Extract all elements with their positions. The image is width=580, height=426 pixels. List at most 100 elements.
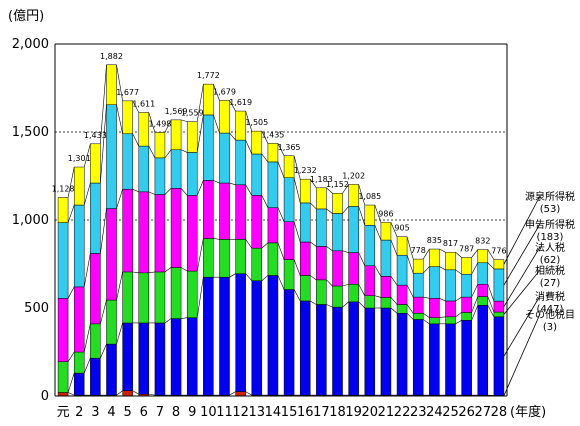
bar-segment: [73, 286, 85, 353]
connector-line: [390, 276, 398, 286]
connector-line: [293, 177, 301, 203]
bar-segment: [445, 316, 456, 325]
bar-segment: [412, 272, 424, 298]
y-tick-label: 500: [24, 301, 49, 316]
legend-leader-line: [503, 246, 541, 307]
bar-segment: [57, 222, 69, 299]
connector-line: [229, 100, 236, 112]
connector-line: [67, 204, 75, 223]
bar-segment: [332, 213, 343, 252]
bar-segment: [316, 187, 327, 210]
legend-leader-line: [503, 313, 541, 396]
connector-line: [471, 305, 479, 321]
x-tick-label: 15: [281, 405, 298, 420]
connector-line: [213, 238, 220, 240]
bar-segment: [138, 145, 150, 193]
bar-segment: [154, 271, 166, 324]
bar-segment: [396, 236, 408, 256]
connector-line: [390, 307, 398, 314]
connector-line: [342, 184, 349, 194]
connector-line: [100, 300, 107, 324]
legend-series-name: その他税目: [525, 308, 575, 321]
connector-line: [390, 297, 398, 305]
y-tick-label: 0: [41, 389, 49, 404]
x-tick-label: 26: [458, 405, 475, 420]
bar-segment: [493, 316, 505, 396]
bar-segment: [219, 182, 230, 240]
bar-segment: [429, 323, 440, 396]
bar-segment: [396, 254, 408, 286]
bar-segment: [186, 270, 198, 318]
connector-line: [342, 283, 349, 287]
x-tick-label: 18: [329, 405, 346, 420]
connector-line: [83, 143, 91, 168]
bar-segment: [90, 182, 101, 254]
connector-line: [196, 238, 204, 272]
bar-segment: [90, 143, 101, 184]
connector-line: [455, 296, 462, 302]
connector-line: [406, 284, 414, 298]
bar-segment: [186, 195, 198, 272]
bar-segment: [90, 357, 101, 396]
connector-line: [358, 284, 366, 296]
connector-line: [116, 104, 123, 134]
total-data-label: 817: [443, 239, 458, 248]
connector-line: [180, 149, 188, 153]
connector-line: [487, 305, 495, 317]
total-data-label: 1,677: [116, 88, 139, 97]
connector-line: [487, 262, 495, 270]
connector-line: [374, 295, 382, 298]
legend-leader-line: [503, 295, 541, 357]
connector-line: [229, 391, 236, 396]
connector-line: [148, 393, 155, 396]
bar-segment: [283, 289, 295, 396]
total-data-label: 1,505: [245, 118, 268, 127]
connector-line: [342, 206, 349, 214]
connector-line: [374, 204, 382, 223]
bar-segment: [493, 300, 505, 313]
total-data-label: 1,882: [100, 52, 123, 61]
bar-segment: [122, 133, 133, 190]
bar-segment: [493, 259, 505, 270]
bar-segment: [138, 322, 150, 395]
bar-segment: [477, 283, 489, 297]
x-tick-label: 元: [57, 405, 70, 420]
connector-line: [277, 207, 285, 222]
bar-segment: [251, 153, 263, 196]
connector-line: [423, 313, 430, 318]
legend-series-name: 法人税: [535, 241, 565, 254]
connector-line: [277, 143, 285, 156]
total-data-label: 832: [475, 237, 490, 246]
total-data-label: 1,772: [197, 71, 220, 80]
bar-segment: [380, 276, 392, 298]
bar-segment: [122, 390, 133, 397]
grid-lines: [55, 131, 507, 221]
bar-segment: [106, 64, 117, 105]
total-data-label: 1,301: [68, 154, 91, 163]
legend-series-value: (27): [540, 278, 561, 289]
bar-segment: [122, 100, 133, 135]
bar-segment: [348, 283, 359, 303]
connector-line: [245, 184, 253, 196]
connector-line: [390, 239, 398, 256]
connector-line: [423, 296, 430, 299]
connector-line: [326, 187, 333, 194]
bar-segment: [73, 372, 85, 396]
bar-segment: [461, 296, 472, 313]
bar-segment: [299, 202, 311, 243]
bar-segment: [73, 166, 85, 206]
connector-line: [406, 255, 414, 274]
bar-segment: [90, 323, 101, 359]
connector-line: [83, 253, 91, 287]
bar-segment: [267, 275, 279, 396]
connector-line: [423, 266, 430, 274]
bar-segment: [267, 161, 279, 208]
total-data-label: 1,435: [261, 130, 284, 139]
bar-segment: [332, 192, 343, 214]
connector-line: [422, 248, 430, 260]
connector-line: [148, 191, 156, 195]
bar-segment: [429, 317, 440, 325]
bar-segment: [219, 132, 230, 184]
bar-segment: [251, 195, 263, 249]
